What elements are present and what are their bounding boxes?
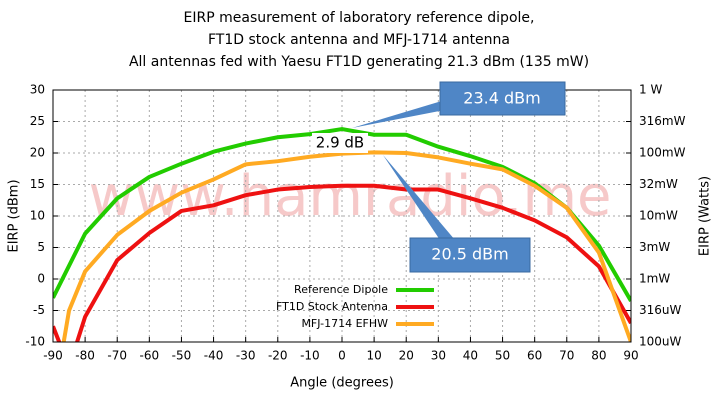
x-tick-label: -10 xyxy=(300,349,320,363)
x-tick-label: -50 xyxy=(172,349,192,363)
chart-title: FT1D stock antenna and MFJ-1714 antenna xyxy=(208,32,510,48)
y-tick-label: 25 xyxy=(30,114,45,128)
y2-axis-label: EIRP (Watts) xyxy=(698,176,713,256)
x-tick-label: -30 xyxy=(236,349,256,363)
y2-tick-label: 100mW xyxy=(639,146,686,160)
plot xyxy=(53,127,631,342)
x-tick-label: 0 xyxy=(338,349,346,363)
y-tick-label: 10 xyxy=(30,209,45,223)
y2-tick-label: 3mW xyxy=(639,240,670,254)
x-tick-label: -90 xyxy=(43,349,63,363)
legend-label: Reference Dipole xyxy=(294,283,388,296)
callout-pointer xyxy=(352,100,455,128)
y2-tick-label: 316uW xyxy=(639,303,682,317)
x-tick-label: 40 xyxy=(463,349,478,363)
y-tick-label: 5 xyxy=(37,240,45,254)
y-tick-label: 20 xyxy=(30,146,45,160)
y-tick-label: -10 xyxy=(25,335,45,349)
y-tick-label: -5 xyxy=(33,303,45,317)
x-tick-label: -40 xyxy=(204,349,224,363)
x-tick-label: -20 xyxy=(268,349,288,363)
annotation-bg xyxy=(312,133,368,153)
y-tick-label: 0 xyxy=(37,272,45,286)
y2-tick-label: 100uW xyxy=(639,335,682,349)
legend: Reference Dipole FT1D Stock Antenna MFJ-17… xyxy=(276,283,434,330)
y2-tick-label: 1 W xyxy=(639,83,662,97)
x-tick-label: 50 xyxy=(495,349,510,363)
x-tick-label: -80 xyxy=(75,349,95,363)
x-tick-label: 90 xyxy=(623,349,638,363)
y-tick-label: 30 xyxy=(30,83,45,97)
chart-title: EIRP measurement of laboratory reference… xyxy=(184,10,535,26)
annotation: 20.5 dBm xyxy=(431,245,508,264)
annotation-box xyxy=(409,237,531,273)
annotation-box xyxy=(439,81,566,116)
chart-title: All antennas fed with Yaesu FT1D generat… xyxy=(129,54,589,70)
plot-frame xyxy=(52,89,632,343)
y2-tick-label: 10mW xyxy=(639,209,678,223)
legend-label: MFJ-1714 EFHW xyxy=(301,317,388,330)
series-line xyxy=(61,150,631,342)
x-tick-label: 80 xyxy=(591,349,606,363)
x-tick-label: 60 xyxy=(527,349,542,363)
x-tick-label: -60 xyxy=(140,349,160,363)
x-tick-label: 10 xyxy=(366,349,381,363)
x-tick-label: 20 xyxy=(399,349,414,363)
x-tick-label: -70 xyxy=(107,349,127,363)
x-axis-label: Angle (degrees) xyxy=(290,376,394,391)
x-tick-label: 30 xyxy=(431,349,446,363)
y2-tick-label: 32mW xyxy=(639,177,678,191)
y2-tick-label: 316mW xyxy=(639,114,686,128)
legend-label: FT1D Stock Antenna xyxy=(276,300,388,313)
y2-tick-label: 1mW xyxy=(639,272,670,286)
series-line xyxy=(53,127,631,303)
y-tick-label: 15 xyxy=(30,177,45,191)
callout-pointer xyxy=(383,155,455,240)
y-axis-label: EIRP (dBm) xyxy=(7,179,22,252)
annotation: 23.4 dBm xyxy=(463,89,540,108)
series-line xyxy=(53,183,631,342)
x-tick-label: 70 xyxy=(559,349,574,363)
annotation: 2.9 dB xyxy=(316,134,364,152)
